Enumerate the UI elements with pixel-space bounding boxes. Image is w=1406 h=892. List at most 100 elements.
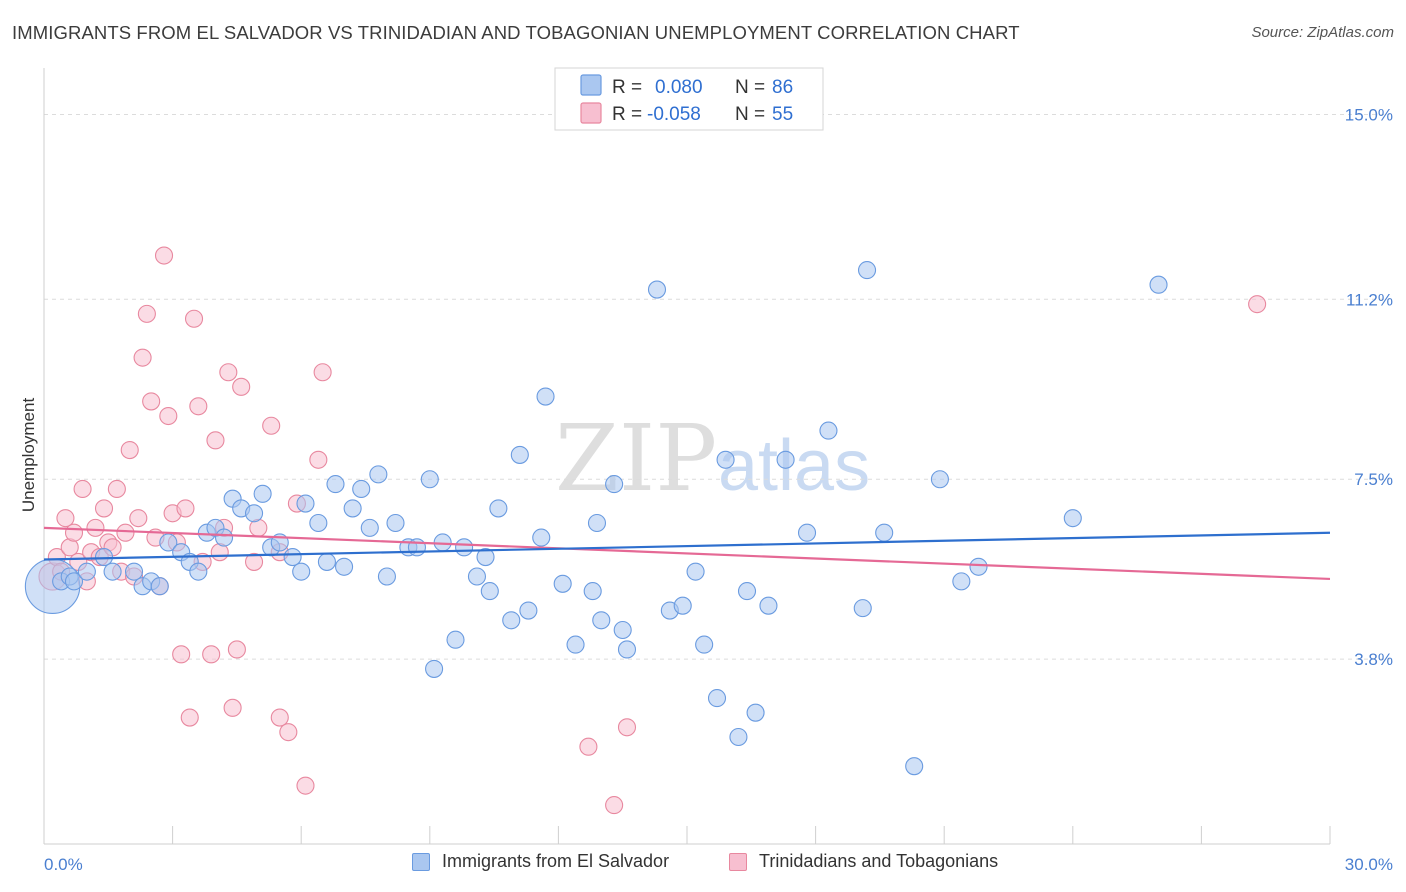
el-salvador-point-63 xyxy=(673,596,692,615)
el-salvador-point-26 xyxy=(296,494,315,513)
legend: R = 0.080 N = 86 R = -0.058 N = 55 xyxy=(554,67,824,131)
x-axis-ticks xyxy=(172,826,1331,844)
trinidadians-point-31 xyxy=(176,499,195,518)
trinidadians-point-32 xyxy=(180,708,199,727)
el-salvador-point-56 xyxy=(587,513,607,533)
trinidadians-point-27 xyxy=(159,406,178,426)
trinidadians-point-5 xyxy=(64,523,84,542)
el-salvador-point-52 xyxy=(536,387,555,406)
trinidadians-point-49 xyxy=(279,723,298,742)
trinidadians-point-10 xyxy=(86,518,105,537)
el-salvador-point-82 xyxy=(1149,275,1168,294)
el-salvador-point-67 xyxy=(716,450,735,469)
bottom-legend-swatch-trinidadians xyxy=(729,852,747,871)
el-salvador-point-36 xyxy=(386,513,405,533)
legend-r-label-2: R = xyxy=(612,104,642,125)
legend-swatch-trinidadians xyxy=(580,102,602,124)
legend-n-label-2: N = xyxy=(735,104,765,125)
x-tick-label-0: 0.0% xyxy=(44,855,83,874)
trinidadians-point-34 xyxy=(189,397,208,416)
el-salvador-point-39 xyxy=(420,470,439,489)
y-tick-label-0: 3.8% xyxy=(1354,650,1393,669)
el-salvador-point-29 xyxy=(326,475,345,494)
bottom-legend-el-salvador: Immigrants from El Salvador xyxy=(412,851,669,872)
trinidadians-point-23 xyxy=(142,392,161,411)
trinidadians-point-52 xyxy=(313,363,332,382)
el-salvador-point-40 xyxy=(425,659,444,678)
trend-line-el-salvador xyxy=(43,531,1331,561)
el-salvador-point-24 xyxy=(283,548,302,567)
trinidadians-point-22 xyxy=(137,304,156,323)
el-salvador-point-65 xyxy=(695,635,714,654)
trinidadians-point-46 xyxy=(262,416,281,435)
el-salvador-point-57 xyxy=(592,611,611,630)
y-axis-tick-labels: 3.8% 7.5% 11.2% 15.0% xyxy=(1345,105,1393,669)
el-salvador-point-45 xyxy=(476,548,495,567)
el-salvador-point-7 xyxy=(124,562,144,581)
el-salvador-point-72 xyxy=(776,450,795,469)
el-salvador-point-66 xyxy=(707,689,727,708)
y-tick-label-2: 11.2% xyxy=(1346,290,1393,309)
el-salvador-point-76 xyxy=(857,261,877,280)
el-salvador-point-14 xyxy=(189,562,208,581)
legend-r-value-2: -0.058 xyxy=(647,104,701,125)
el-salvador-point-32 xyxy=(352,479,371,499)
el-salvador-point-43 xyxy=(455,538,474,557)
el-salvador-point-53 xyxy=(553,574,572,593)
el-salvador-point-48 xyxy=(502,611,521,630)
trinidadians-point-36 xyxy=(202,645,221,664)
trinidadians-point-57 xyxy=(1248,295,1267,314)
y-tick-label-1: 7.5% xyxy=(1354,470,1393,489)
el-salvador-point-64 xyxy=(686,562,705,581)
chart-source: Source: ZipAtlas.com xyxy=(1251,24,1394,41)
el-salvador-point-27 xyxy=(309,513,328,533)
el-salvador-point-60 xyxy=(617,640,637,659)
el-salvador-point-49 xyxy=(510,445,529,464)
el-salvador-point-11 xyxy=(159,533,178,552)
el-salvador-point-73 xyxy=(797,523,817,542)
trinidadians-point-3 xyxy=(56,509,75,528)
trinidadians-point-12 xyxy=(94,499,114,518)
chart-title: IMMIGRANTS FROM EL SALVADOR VS TRINIDADI… xyxy=(12,22,1020,43)
el-salvador-point-59 xyxy=(613,620,632,640)
trinidadians-point-51 xyxy=(296,776,315,795)
el-salvador-point-30 xyxy=(335,557,354,576)
el-salvador-point-33 xyxy=(360,518,379,537)
el-salvador-point-75 xyxy=(853,599,872,618)
bottom-legend-label-el-salvador: Immigrants from El Salvador xyxy=(442,851,670,871)
el-salvador-point-54 xyxy=(566,635,585,654)
el-salvador-point-34 xyxy=(369,465,388,484)
el-salvador-point-78 xyxy=(905,757,924,776)
el-salvador-point-70 xyxy=(746,703,765,722)
trinidadians-point-41 xyxy=(223,698,242,717)
trinidadians-point-42 xyxy=(227,640,246,659)
trinidadians-point-15 xyxy=(107,479,126,499)
el-salvador-point-31 xyxy=(343,499,362,518)
el-salvador-point-21 xyxy=(253,484,272,503)
el-salvador-point-17 xyxy=(214,528,234,547)
trinidadians-point-44 xyxy=(244,552,264,571)
bottom-legend-swatch-el-salvador xyxy=(412,852,430,871)
trinidadians-point-53 xyxy=(309,450,328,469)
watermark-zip: ZIP xyxy=(555,405,717,512)
y-axis-label: Unemployment xyxy=(19,398,38,513)
el-salvador-point-51 xyxy=(532,528,551,547)
trinidadians-point-54 xyxy=(579,737,598,756)
el-salvador-point-83 xyxy=(1063,509,1082,528)
el-salvador-point-68 xyxy=(729,727,748,747)
trinidadians-point-48 xyxy=(270,708,289,727)
el-salvador-point-74 xyxy=(819,421,838,440)
el-salvador-point-46 xyxy=(480,582,499,601)
trinidadians-point-26 xyxy=(154,246,174,265)
trend-line-trinidadians xyxy=(43,526,1331,581)
x-axis-tick-labels: 0.0% 30.0% xyxy=(44,855,1393,874)
y-tick-label-3: 15.0% xyxy=(1345,105,1393,124)
el-salvador-point-69 xyxy=(737,582,757,601)
trinidadians-point-37 xyxy=(206,431,225,450)
el-salvador-point-3 xyxy=(64,572,84,591)
legend-n-value-2: 55 xyxy=(772,104,793,125)
el-salvador-point-47 xyxy=(489,499,508,518)
el-salvador-point-80 xyxy=(952,572,971,591)
bottom-legend-label-trinidadians: Trinidadians and Tobagonians xyxy=(759,851,999,871)
el-salvador-point-35 xyxy=(377,567,396,586)
